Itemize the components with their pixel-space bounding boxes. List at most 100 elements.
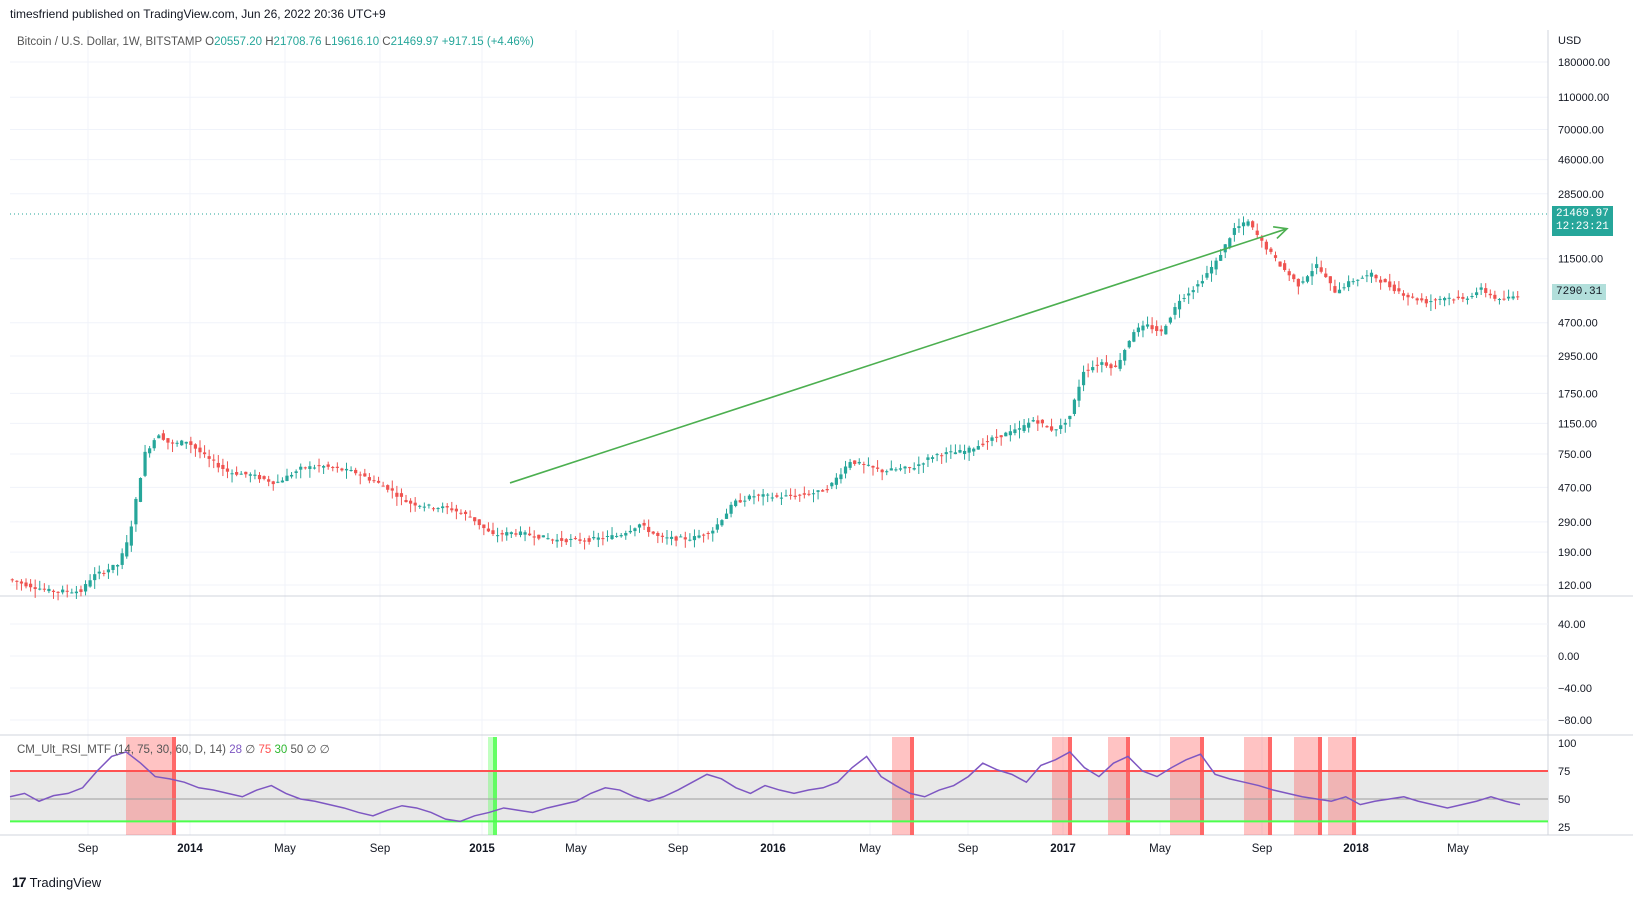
candle-body	[894, 469, 898, 471]
candle-body	[1411, 296, 1415, 298]
candle-body	[1278, 261, 1282, 267]
candle-body	[1013, 429, 1017, 434]
candle-body	[573, 538, 578, 540]
rsi-band	[10, 771, 1548, 822]
candle-body	[1273, 255, 1278, 258]
candle-body	[1200, 281, 1204, 284]
candle-body	[999, 435, 1003, 438]
candle-body	[541, 535, 545, 538]
symbol-info: Bitcoin / U.S. Dollar, 1W, BITSTAMP O205…	[17, 36, 534, 48]
candle-body	[537, 534, 541, 539]
candle-body	[1392, 284, 1396, 292]
price-axis-label: 470.00	[1558, 482, 1592, 494]
candle-body	[468, 516, 472, 518]
candle-body	[944, 452, 948, 455]
candle-body	[1072, 399, 1077, 414]
candle-body	[505, 532, 509, 536]
candle-body	[1168, 317, 1172, 323]
candle-body	[802, 493, 806, 495]
candle-body	[193, 444, 198, 449]
candle-body	[1424, 299, 1428, 304]
candle-body	[129, 526, 133, 546]
candle-body	[463, 511, 468, 515]
footer-brand: TradingView	[29, 874, 102, 890]
candle-body	[715, 524, 719, 530]
candle-body	[1255, 230, 1259, 235]
time-axis-label: May	[1149, 843, 1171, 855]
time-axis-label: May	[274, 843, 296, 855]
indicator-name: CM_Ult_RSI_MTF (14, 75, 30, 60, D, 14)	[17, 744, 226, 756]
candle-body	[784, 495, 788, 497]
candle-body	[1369, 272, 1374, 277]
candle-body	[1319, 267, 1323, 272]
candle-body	[674, 536, 678, 541]
candle-body	[1324, 273, 1328, 278]
candle-body	[1351, 281, 1355, 283]
candle-body	[633, 528, 637, 532]
candle-body	[221, 464, 225, 469]
candle-body	[1049, 426, 1054, 431]
candle-body	[834, 477, 838, 485]
candle-body	[495, 535, 500, 537]
price-axis-label: 180000.00	[1558, 57, 1610, 69]
candle-body	[995, 436, 999, 438]
time-axis-label: Sep	[1252, 843, 1272, 855]
time-axis-label: Sep	[78, 843, 98, 855]
time-axis-label: 2017	[1050, 843, 1076, 855]
candle-body	[450, 508, 454, 511]
candle-body	[596, 537, 600, 540]
candle-body	[839, 474, 843, 480]
time-axis-label: May	[1447, 843, 1469, 855]
candle-body	[1305, 276, 1310, 282]
price-axis-label: 1750.00	[1558, 388, 1598, 400]
candle-body	[97, 571, 101, 574]
candle-body	[647, 526, 651, 533]
candle-body	[143, 451, 147, 476]
candle-body	[1388, 281, 1392, 288]
rsi-highlight-edge	[1200, 737, 1204, 835]
candle-body	[1027, 422, 1031, 428]
candle-body	[1511, 296, 1515, 299]
candle-body	[628, 530, 632, 533]
candle-body	[500, 533, 504, 535]
rsi-highlight-edge	[1352, 737, 1356, 835]
candle-body	[1017, 428, 1022, 430]
candle-body	[619, 535, 623, 537]
rsi-highlight-edge	[493, 737, 497, 835]
candle-body	[1251, 221, 1255, 228]
rsi-highlight-zone	[1108, 737, 1130, 835]
trend-arrow-head	[1273, 226, 1289, 239]
footer[interactable]: 17 TradingView	[12, 874, 101, 890]
candle-body	[1269, 248, 1273, 252]
price-axis-label: 46000.00	[1558, 155, 1604, 167]
rsi-highlight-edge	[1126, 737, 1130, 835]
candle-body	[289, 474, 294, 477]
candle-body	[70, 592, 74, 594]
time-axis-label: 2018	[1343, 843, 1369, 855]
candle-body	[926, 457, 930, 460]
candle-body	[207, 456, 211, 459]
last-price-tag: 21469.97 12:23:21	[1552, 206, 1613, 236]
candle-body	[1063, 422, 1067, 425]
candle-body	[811, 493, 816, 495]
candle-body	[1104, 362, 1109, 366]
candle-body	[1379, 279, 1383, 283]
candle-body	[1296, 278, 1300, 287]
candle-body	[395, 492, 399, 497]
candle-body	[1452, 299, 1456, 301]
price-axis-label: 2950.00	[1558, 351, 1598, 363]
candle-body	[615, 535, 619, 537]
candle-body	[1214, 260, 1218, 270]
candle-body	[857, 461, 861, 464]
candle-body	[1077, 386, 1081, 401]
candle-body	[1095, 364, 1099, 366]
candle-body	[692, 536, 697, 541]
candle-body	[65, 590, 69, 592]
candle-body	[175, 442, 179, 444]
candle-body	[688, 539, 692, 541]
candle-body	[853, 460, 857, 464]
candle-body	[1022, 425, 1026, 432]
candle-body	[120, 553, 124, 565]
candle-body	[184, 441, 188, 444]
